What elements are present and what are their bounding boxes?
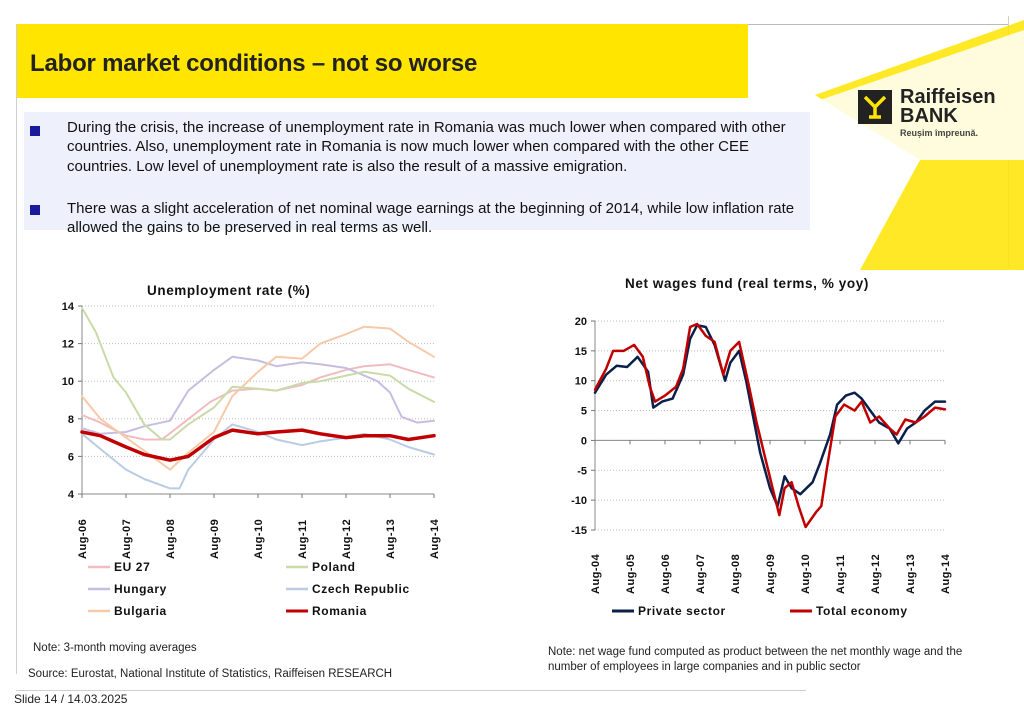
legend-label: EU 27 [114,560,150,574]
x-tick-label: Aug-11 [297,519,309,559]
legend-label: Czech Republic [312,582,410,596]
y-tick-label: 15 [575,346,587,358]
unemployment-chart-title: Unemployment rate (%) [147,283,311,298]
x-tick-label: Aug-09 [765,554,777,594]
bullet-square-icon [30,205,40,215]
series-line-private-sector [593,323,947,508]
y-tick-label: 10 [575,376,587,388]
x-tick-label: Aug-14 [940,553,952,594]
x-tick-label: Aug-13 [905,554,917,594]
x-tick-label: Aug-13 [385,519,397,559]
y-tick-label: 8 [68,414,74,426]
x-tick-label: Aug-11 [835,554,847,594]
x-tick-label: Aug-10 [800,554,812,594]
x-tick-label: Aug-04 [590,553,602,594]
x-tick-label: Aug-07 [695,554,707,594]
slide-number: Slide 14 / 14.03.2025 [14,692,128,706]
series-line-hungary [81,355,435,435]
header-divider [748,24,1008,25]
legend-label: Total economy [816,604,908,618]
raiffeisen-mark-icon [858,90,892,124]
note-wage-fund: Note: net wage fund computed as product … [548,646,963,673]
left-border [16,24,17,674]
series-line-total-economy [593,322,947,529]
legend-label: Hungary [114,582,167,596]
x-tick-label: Aug-09 [209,519,221,559]
legend-label: Romania [312,604,367,618]
series-line-bulgaria [81,325,435,471]
page-title: Labor market conditions – not so worse [30,50,478,77]
series-line-romania [80,428,436,462]
logo-brand-line1: Raiffeisen [900,86,996,108]
y-tick-label: -10 [571,495,587,507]
logo-brand-line2: BANK [900,105,958,127]
x-tick-label: Aug-10 [253,519,265,559]
y-tick-label: 20 [575,316,587,328]
bullet-text-1: During the crisis, the increase of unemp… [67,119,786,175]
y-tick-label: -15 [571,525,587,537]
legend-label: Poland [312,560,356,574]
wages-chart-title: Net wages fund (real terms, % yoy) [625,276,869,291]
bullet-square-icon [30,126,40,136]
legend-label: Bulgaria [114,604,167,618]
note-moving-averages: Note: 3-month moving averages [33,642,197,654]
x-tick-label: Aug-06 [77,519,89,559]
source-note: Source: Eurostat, National Institute of … [28,668,393,680]
x-tick-label: Aug-14 [429,518,441,559]
x-tick-label: Aug-12 [870,554,882,594]
y-tick-label: 5 [581,406,587,418]
logo-slogan: Reușim împreună. [900,128,979,138]
title-bar: Labor market conditions – not so worse [16,24,748,98]
legend-label: Private sector [638,604,726,618]
bullet-box: During the crisis, the increase of unemp… [24,112,810,236]
footer-divider [16,690,806,691]
y-tick-label: 0 [581,435,587,447]
bullet-text-2: There was a slight acceleration of net n… [67,200,795,237]
x-tick-label: Aug-12 [341,519,353,559]
raiffeisen-logo: Raiffeisen BANK Reușim împreună. [856,86,1016,146]
x-tick-label: Aug-08 [165,519,177,559]
x-tick-label: Aug-08 [730,554,742,594]
series-line-poland [81,306,435,441]
unemployment-chart: 4 6 8 10 12 14 Aug-06 Aug-07 Aug-08 Aug-09 Aug-10 A… [62,301,441,618]
y-tick-label: 6 [68,451,74,463]
y-tick-label: 14 [62,301,75,313]
x-tick-label: Aug-06 [660,554,672,594]
y-tick-label: 4 [68,489,75,501]
x-tick-label: Aug-07 [121,519,133,559]
y-tick-label: -5 [577,465,587,477]
wages-chart: -15 -10 -5 0 5 10 15 20 Aug-04 Aug-05 Aug-06 Aug-07… [571,316,952,618]
x-tick-label: Aug-05 [625,554,637,594]
y-tick-label: 10 [62,376,74,388]
y-tick-label: 12 [62,339,74,351]
